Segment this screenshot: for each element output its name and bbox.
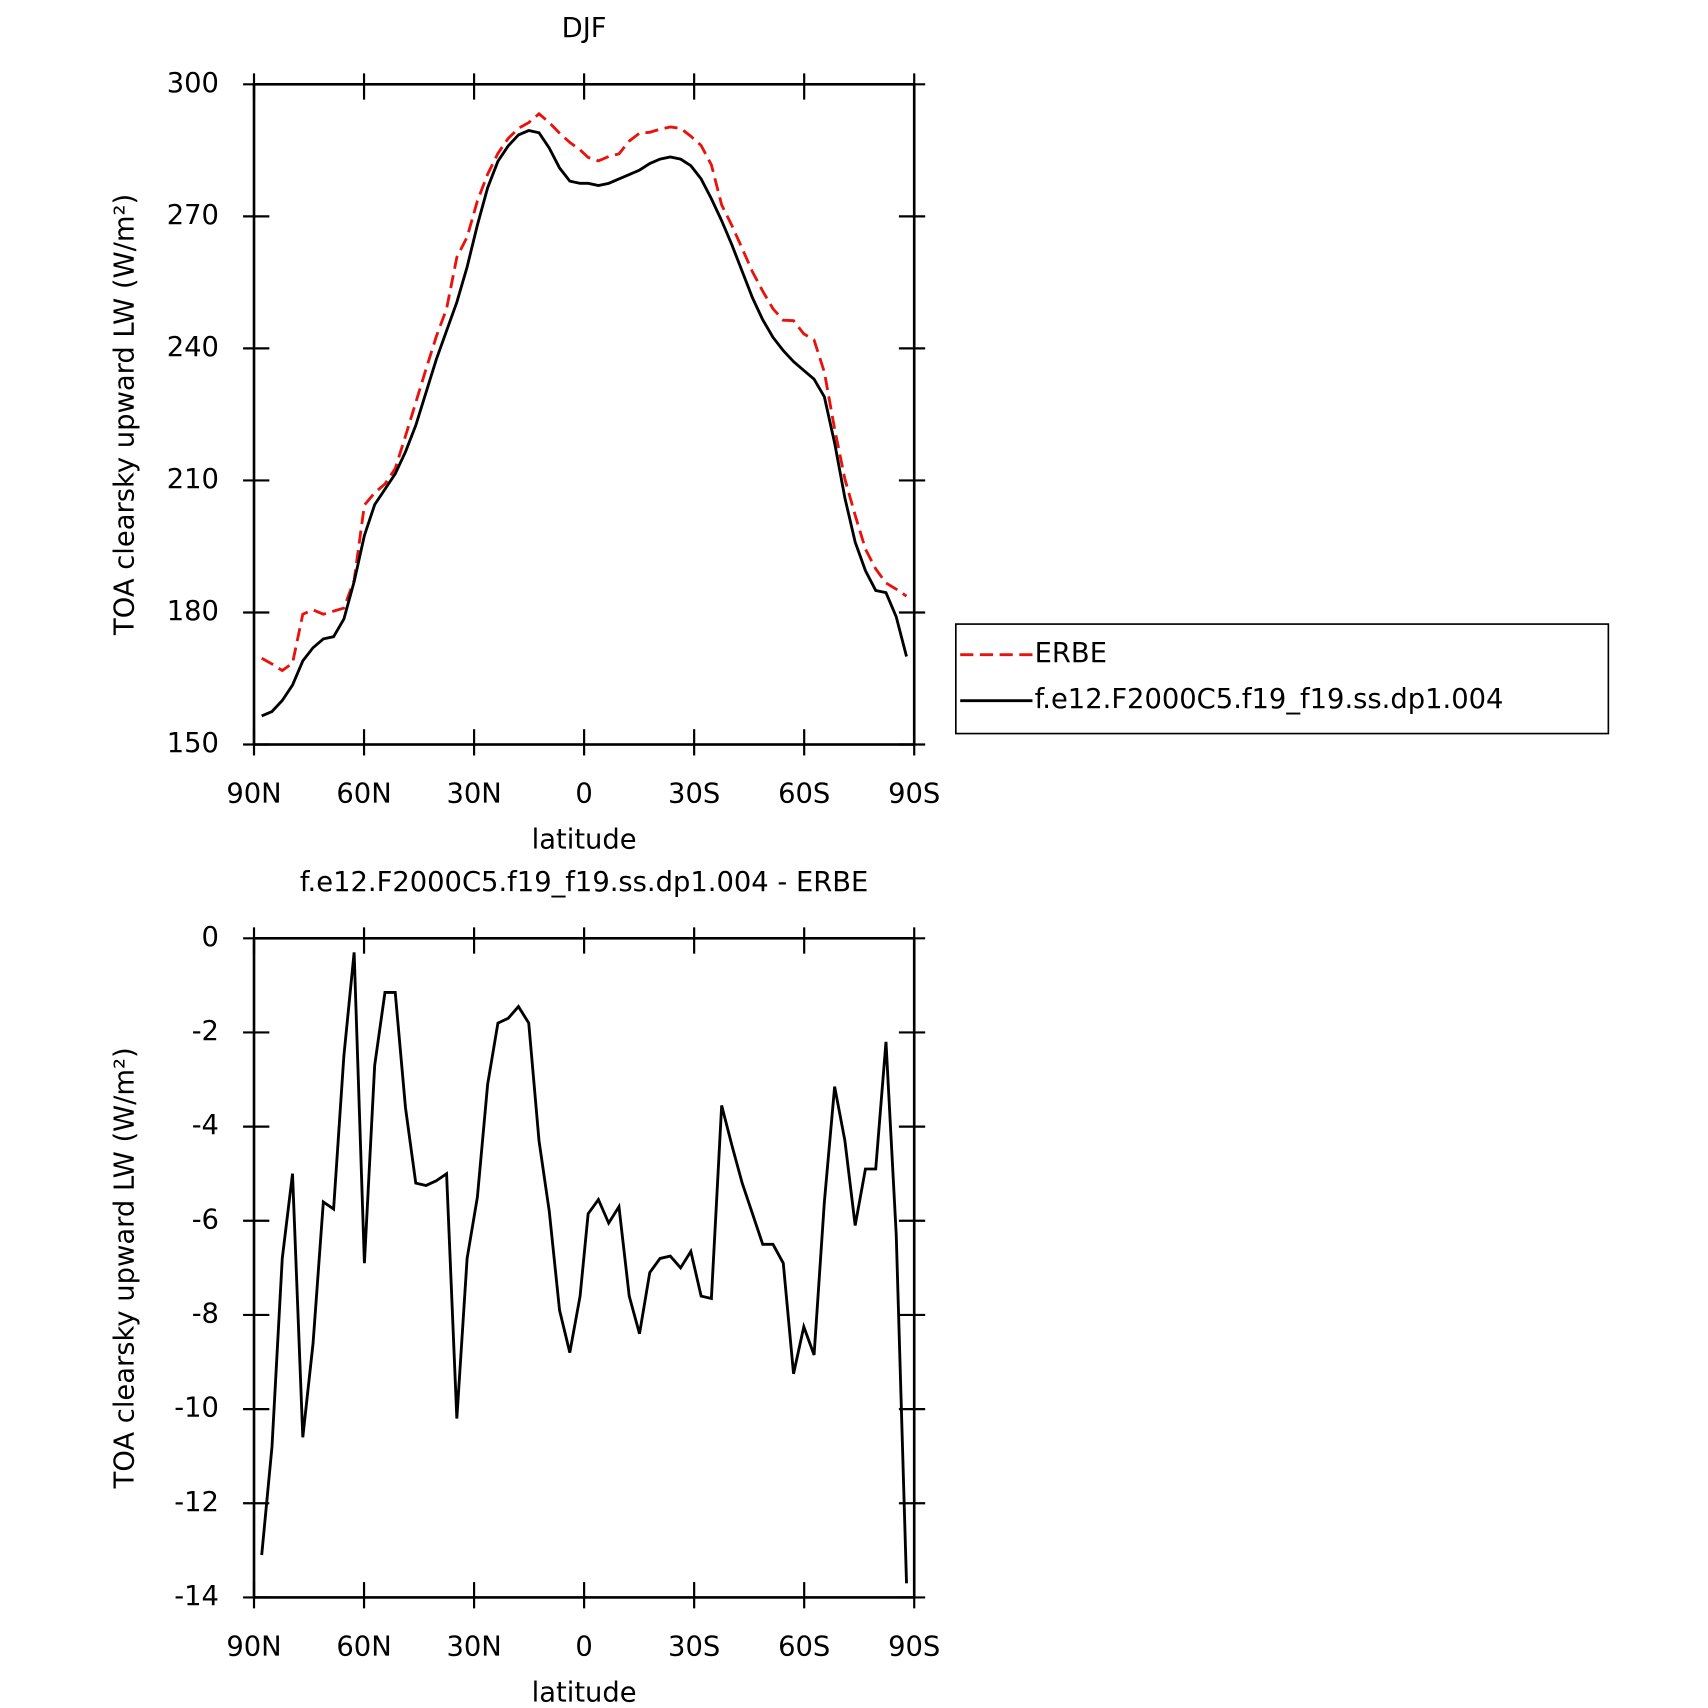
y-tick-label: 150 [167, 728, 219, 759]
x-tick-label: 30S [668, 778, 720, 809]
x-tick-label: 60S [778, 1631, 830, 1662]
x-tick-label: 30N [446, 778, 501, 809]
x-axis-label: latitude [532, 1677, 637, 1708]
legend-label: f.e12.F2000C5.f19_f19.ss.dp1.004 [1035, 684, 1504, 715]
y-tick-label: 180 [167, 596, 219, 627]
y-tick-label: -6 [192, 1204, 219, 1235]
x-tick-label: 60N [336, 778, 391, 809]
legend-label: ERBE [1035, 638, 1107, 669]
chart-title: f.e12.F2000C5.f19_f19.ss.dp1.004 - ERBE [300, 867, 868, 898]
x-tick-label: 0 [575, 778, 592, 809]
x-tick-label: 90N [226, 778, 281, 809]
data-line [261, 129, 908, 718]
plot-frame [252, 936, 916, 1599]
chart-title: DJF [562, 13, 607, 44]
y-tick-label: -14 [174, 1581, 219, 1612]
y-tick-label: 270 [167, 200, 219, 231]
x-tick-label: 60S [778, 778, 830, 809]
y-axis-label: TOA clearsky upward LW (W/m²) [109, 1047, 140, 1489]
x-tick-label: 30N [446, 1631, 501, 1662]
y-tick-label: -2 [192, 1016, 219, 1047]
y-axis-label: TOA clearsky upward LW (W/m²) [109, 194, 140, 636]
data-line [261, 111, 908, 673]
y-tick-label: -8 [192, 1298, 219, 1329]
data-line [260, 952, 908, 1584]
x-tick-label: 30S [668, 1631, 720, 1662]
x-tick-label: 60N [336, 1631, 391, 1662]
x-axis-label: latitude [532, 824, 637, 855]
x-tick-label: 90S [888, 1631, 940, 1662]
y-tick-label: -10 [174, 1393, 219, 1424]
y-tick-label: 300 [167, 68, 219, 99]
legend-box [955, 623, 1610, 735]
plot-frame [252, 82, 916, 746]
y-tick-label: 0 [202, 922, 219, 953]
y-tick-label: -12 [174, 1487, 219, 1518]
x-tick-label: 0 [575, 1631, 592, 1662]
x-tick-label: 90S [888, 778, 940, 809]
x-tick-label: 90N [226, 1631, 281, 1662]
y-tick-label: 240 [167, 332, 219, 363]
y-tick-label: -4 [192, 1110, 219, 1141]
y-tick-label: 210 [167, 464, 219, 495]
